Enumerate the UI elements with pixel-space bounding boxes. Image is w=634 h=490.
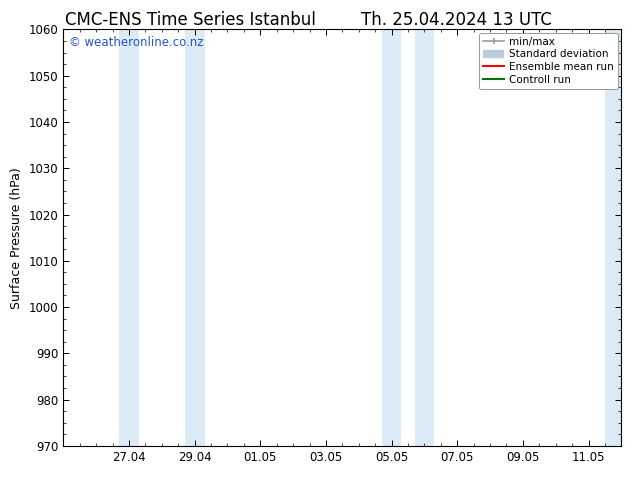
Bar <box>382 29 401 446</box>
Bar <box>119 29 139 446</box>
Legend: min/max, Standard deviation, Ensemble mean run, Controll run: min/max, Standard deviation, Ensemble me… <box>479 32 618 89</box>
Text: Th. 25.04.2024 13 UTC: Th. 25.04.2024 13 UTC <box>361 11 552 29</box>
Bar <box>185 29 205 446</box>
Y-axis label: Surface Pressure (hPa): Surface Pressure (hPa) <box>10 167 23 309</box>
Bar <box>415 29 434 446</box>
Bar <box>605 29 621 446</box>
Text: © weatheronline.co.nz: © weatheronline.co.nz <box>69 36 204 49</box>
Text: CMC-ENS Time Series Istanbul: CMC-ENS Time Series Istanbul <box>65 11 316 29</box>
